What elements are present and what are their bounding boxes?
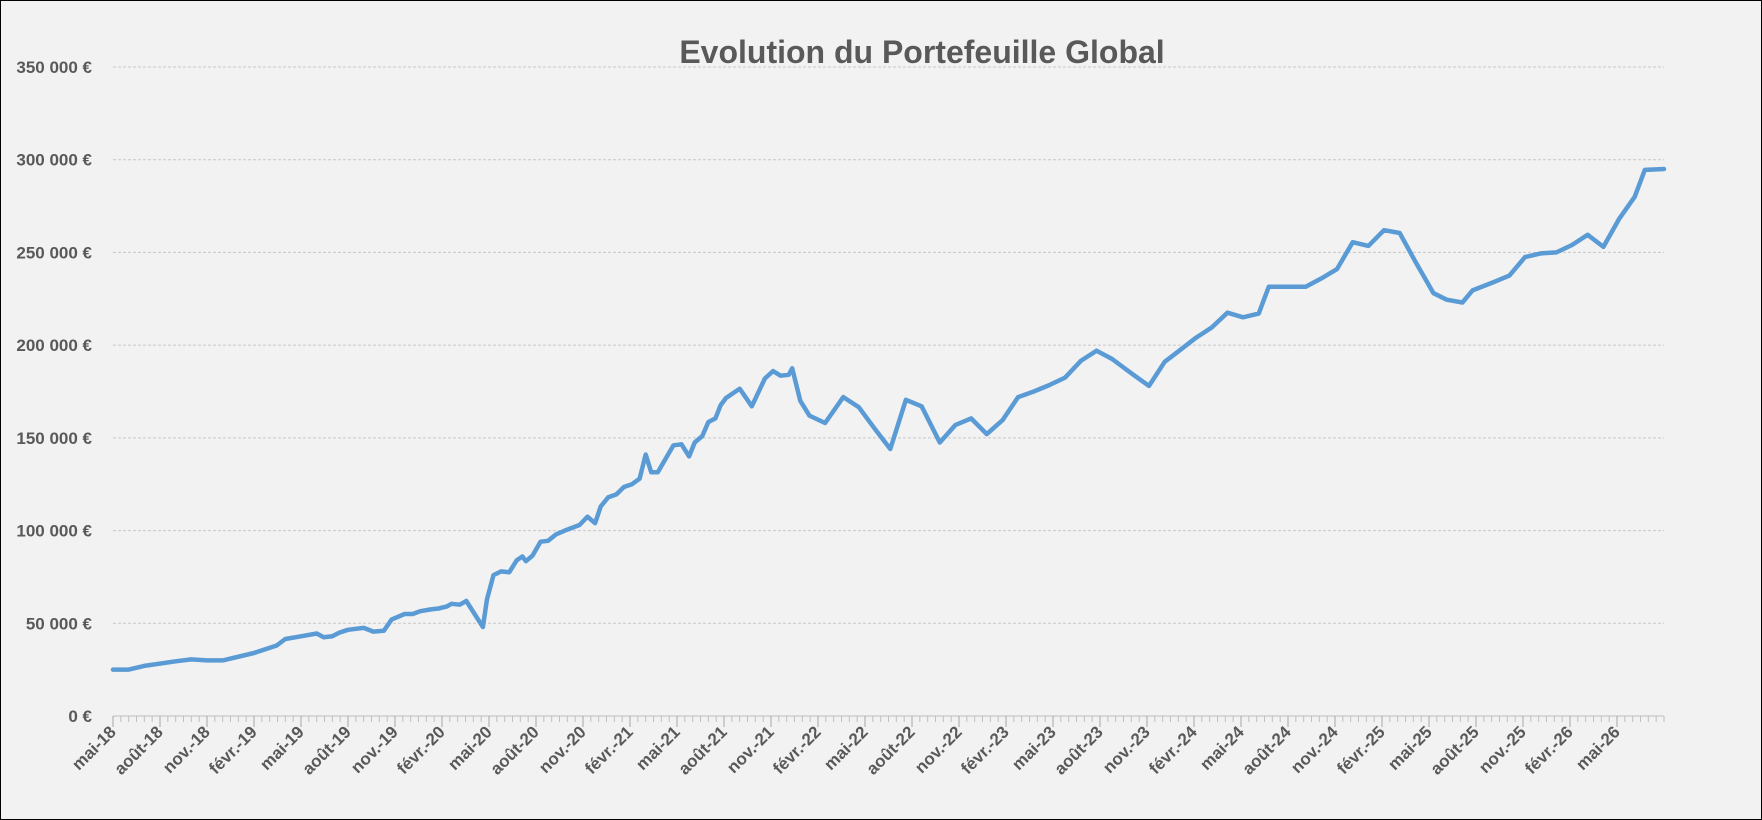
x-tick-label: févr.-26	[1521, 722, 1577, 778]
series-line	[110, 166, 1667, 672]
y-tick-label: 150 000 €	[16, 429, 92, 448]
x-tick-label: août-18	[111, 722, 167, 778]
x-tick-label: nov.-22	[911, 722, 966, 777]
x-tick-label: févr.-23	[957, 722, 1013, 778]
chart-title: Evolution du Portefeuille Global	[679, 34, 1164, 70]
y-tick-label: 100 000 €	[16, 522, 92, 541]
y-tick-label: 0 €	[68, 707, 92, 726]
x-tick-label: nov.-23	[1099, 722, 1154, 777]
y-axis: 0 € 50 000 € 100 000 € 150 000 € 200 000 € 25…	[16, 58, 92, 726]
x-tick-label: août-22	[863, 722, 919, 778]
x-tick-label: nov.-21	[723, 722, 778, 777]
x-tick-label: nov.-19	[347, 722, 402, 777]
x-tick-label: févr.-20	[393, 722, 449, 778]
x-tick-label: févr.-19	[205, 722, 261, 778]
x-tick-label: nov.-18	[159, 722, 214, 777]
x-tick-label: août-23	[1051, 722, 1107, 778]
x-tick-label: nov.-24	[1287, 722, 1342, 777]
x-tick-label: mai-26	[1572, 722, 1624, 774]
gridlines	[113, 66, 1664, 624]
x-tick-label: août-25	[1427, 722, 1483, 778]
x-tick-label: nov.-20	[535, 722, 590, 777]
series-layer	[110, 166, 1667, 672]
x-tick-label: févr.-21	[581, 722, 637, 778]
y-tick-label: 250 000 €	[16, 243, 92, 262]
x-axis: mai-18août-18nov.-18févr.-19mai-19août-1…	[68, 715, 1665, 779]
x-tick-label: août-24	[1239, 722, 1296, 779]
x-tick-label: août-20	[487, 722, 543, 778]
x-tick-label: nov.-25	[1475, 722, 1530, 777]
y-tick-label: 300 000 €	[16, 151, 92, 170]
x-tick-label: août-19	[299, 722, 355, 778]
y-tick-label: 200 000 €	[16, 336, 92, 355]
y-tick-label: 350 000 €	[16, 58, 92, 77]
x-tick-label: août-21	[675, 722, 731, 778]
y-tick-label: 50 000 €	[26, 614, 93, 633]
x-tick-label: févr.-22	[769, 722, 825, 778]
x-tick-label: févr.-24	[1145, 722, 1201, 778]
x-tick-label: févr.-25	[1333, 722, 1389, 778]
